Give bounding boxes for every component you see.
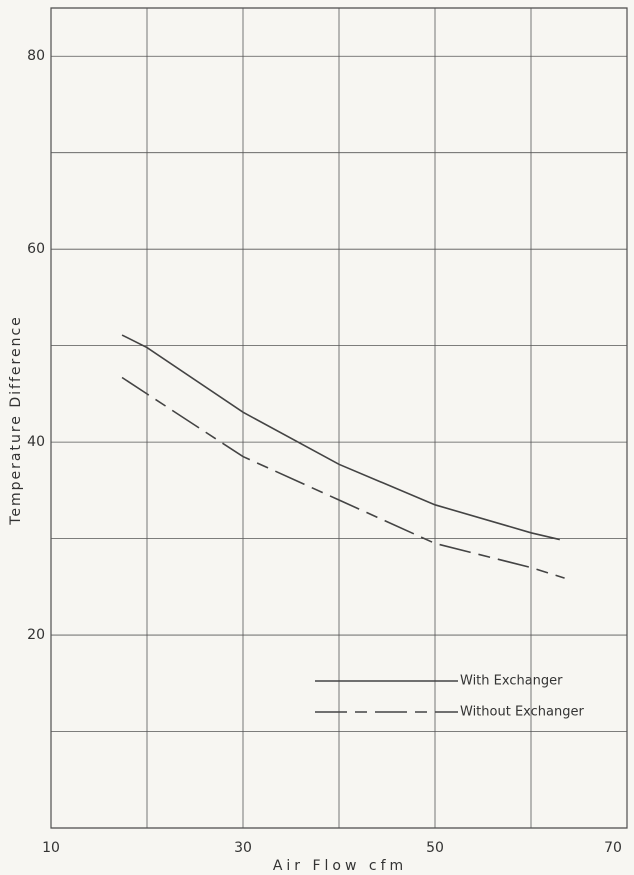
series-line — [121, 334, 560, 541]
legend-label: Without Exchanger — [460, 705, 584, 720]
x-tick-label: 30 — [234, 840, 252, 856]
x-tick-label: 70 — [604, 840, 622, 856]
x-axis-label: Air Flow cfm — [273, 858, 407, 874]
legend-label: With Exchanger — [460, 674, 563, 689]
y-tick-label: 20 — [27, 627, 45, 643]
y-axis-label: Temperature Difference — [8, 315, 24, 526]
x-tick-label: 10 — [42, 840, 60, 856]
x-tick-label: 50 — [426, 840, 444, 856]
y-tick-label: 40 — [27, 434, 45, 450]
y-tick-label: 60 — [27, 241, 45, 257]
series-line — [121, 376, 565, 579]
y-tick-label: 80 — [27, 48, 45, 64]
